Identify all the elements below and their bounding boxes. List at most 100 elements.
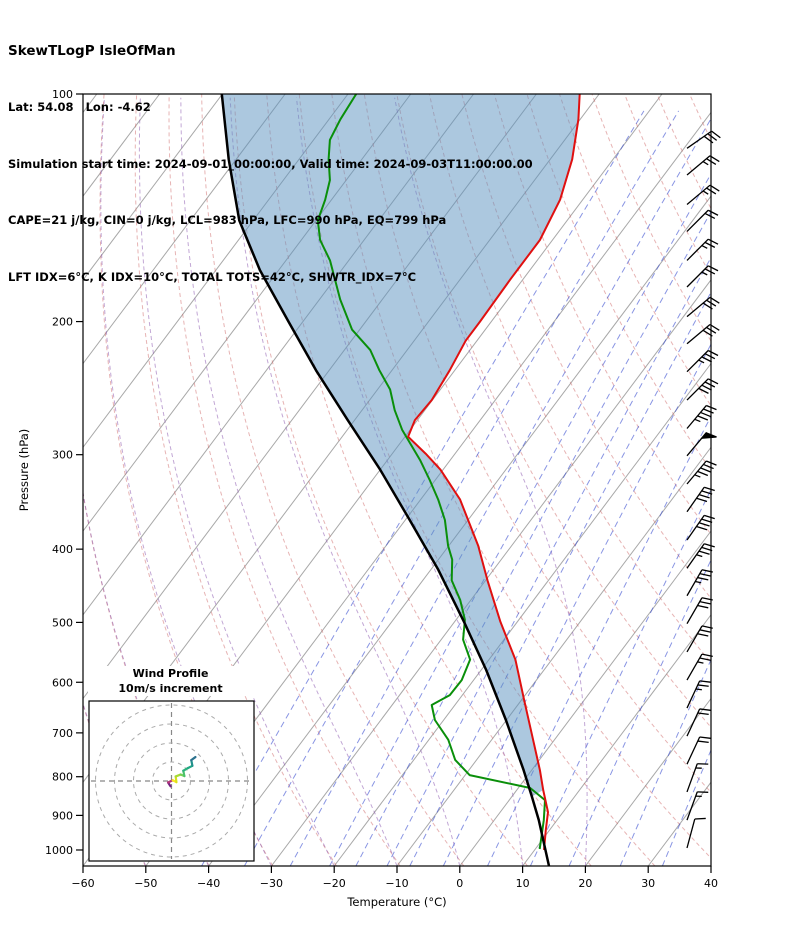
dry-adiabat-line xyxy=(201,94,465,866)
x-tick-label: −40 xyxy=(197,877,220,890)
dry-adiabat-line xyxy=(559,94,711,407)
page-title: SkewTLogP IsleOfMan xyxy=(8,43,176,59)
isotherm-line xyxy=(83,94,223,281)
y-tick-label: 300 xyxy=(52,449,73,462)
dry-adiabat-line xyxy=(722,94,794,866)
y-tick-label: 700 xyxy=(52,727,73,740)
mixing-ratio-line xyxy=(487,415,711,866)
dry-adiabat-line xyxy=(624,94,711,277)
wind-barb xyxy=(686,569,713,597)
y-tick-label: 100 xyxy=(52,88,73,101)
hodograph-trace-segment xyxy=(190,755,197,762)
x-tick-label: −10 xyxy=(385,877,408,890)
wind-barbs xyxy=(686,130,721,849)
isotherm-line xyxy=(585,697,711,866)
isotherm-line xyxy=(83,94,286,365)
header: SkewTLogP IsleOfMan Lat: 54.08 Lon: -4.6… xyxy=(8,4,533,324)
wind-barb xyxy=(686,432,717,457)
hodograph-ring xyxy=(114,723,229,839)
mixing-ratio-line xyxy=(355,210,711,866)
x-tick-label: −60 xyxy=(71,877,94,890)
hodograph-inset xyxy=(88,700,255,862)
wind-barb xyxy=(686,155,720,176)
x-tick-label: −20 xyxy=(323,877,346,890)
wind-barb xyxy=(686,296,720,318)
x-tick-label: 40 xyxy=(704,877,718,890)
moist-adiabat-line xyxy=(138,97,335,866)
isotherm-line xyxy=(396,446,711,866)
wind-barb xyxy=(686,265,719,288)
mixing-ratio-line xyxy=(568,558,711,866)
hodograph-title: Wind Profile 10m/s increment xyxy=(88,666,253,696)
mixing-ratio-line xyxy=(329,172,711,866)
wind-barb xyxy=(686,323,720,345)
stability-line: CAPE=21 j/kg, CIN=0 j/kg, LCL=983 hPa, L… xyxy=(8,213,447,227)
indices-line: LFT IDX=6°C, K IDX=10°C, TOTAL TOTS=42°C… xyxy=(8,269,417,284)
temperature-curve xyxy=(407,94,581,851)
dry-adiabat-line xyxy=(591,94,711,342)
wind-barb xyxy=(686,486,715,513)
hodograph-title-line1: Wind Profile xyxy=(132,667,209,680)
hodograph-ring xyxy=(152,761,191,801)
dry-adiabat-line xyxy=(656,94,711,210)
y-tick-label: 1000 xyxy=(45,844,73,857)
times-line: Simulation start time: 2024-09-01_00:00:… xyxy=(8,156,533,171)
y-tick-label: 900 xyxy=(52,809,73,822)
mixing-ratio-line xyxy=(289,117,711,866)
wind-barb xyxy=(686,238,719,261)
x-tick-label: −30 xyxy=(260,877,283,890)
wind-barb xyxy=(686,625,713,653)
hodograph-ring xyxy=(133,742,210,820)
x-axis-label: Temperature (°C) xyxy=(346,895,446,909)
isotherm-line xyxy=(208,195,711,866)
isotherm-line xyxy=(522,613,711,866)
wind-barb xyxy=(686,130,721,149)
dewpoint-curve xyxy=(316,94,546,850)
y-axis-label: Pressure (hPa) xyxy=(17,429,31,512)
wind-barb xyxy=(686,378,719,401)
dry-adiabat-line xyxy=(493,94,711,536)
dry-adiabat-line xyxy=(526,94,711,472)
x-tick-label: 30 xyxy=(641,877,655,890)
parcel-curve xyxy=(220,94,551,866)
isotherm-line xyxy=(271,279,711,866)
wind-barb xyxy=(686,460,717,485)
wind-barb xyxy=(686,404,717,429)
dry-adiabat-line xyxy=(363,94,711,794)
wind-barb xyxy=(686,209,719,232)
dry-adiabat-line xyxy=(689,94,711,142)
moist-adiabat-line xyxy=(180,97,398,866)
dry-adiabat-line xyxy=(168,94,401,866)
x-tick-label: 20 xyxy=(578,877,592,890)
wind-barb xyxy=(686,791,709,821)
wind-barb xyxy=(686,349,719,373)
isotherm-line xyxy=(647,781,711,866)
hodograph-title-line2: 10m/s increment xyxy=(118,682,223,695)
dry-adiabat-line xyxy=(134,94,337,866)
wind-barb xyxy=(686,736,711,765)
wind-barb xyxy=(686,680,711,709)
mixing-ratio-line xyxy=(243,110,680,866)
isotherm-line xyxy=(459,530,711,866)
wind-barb xyxy=(686,514,715,541)
mixing-ratio-line xyxy=(529,488,711,866)
mixing-ratio-line xyxy=(386,256,711,866)
y-tick-label: 500 xyxy=(52,616,73,629)
wind-barb xyxy=(686,763,709,793)
x-tick-label: 10 xyxy=(516,877,530,890)
mixing-ratio-line xyxy=(442,343,711,866)
isotherm-line xyxy=(710,865,711,866)
dry-adiabat-line xyxy=(755,94,794,866)
hodograph-ring xyxy=(95,704,248,858)
wind-barb xyxy=(686,708,711,737)
y-tick-label: 800 xyxy=(52,771,73,784)
y-tick-label: 600 xyxy=(52,676,73,689)
y-tick-label: 400 xyxy=(52,543,73,556)
wind-barb xyxy=(686,597,713,625)
wind-barb xyxy=(686,184,720,205)
y-tick-label: 200 xyxy=(52,316,73,329)
wind-barb xyxy=(686,543,715,569)
coordinates-line: Lat: 54.08 Lon: -4.62 xyxy=(8,100,151,114)
